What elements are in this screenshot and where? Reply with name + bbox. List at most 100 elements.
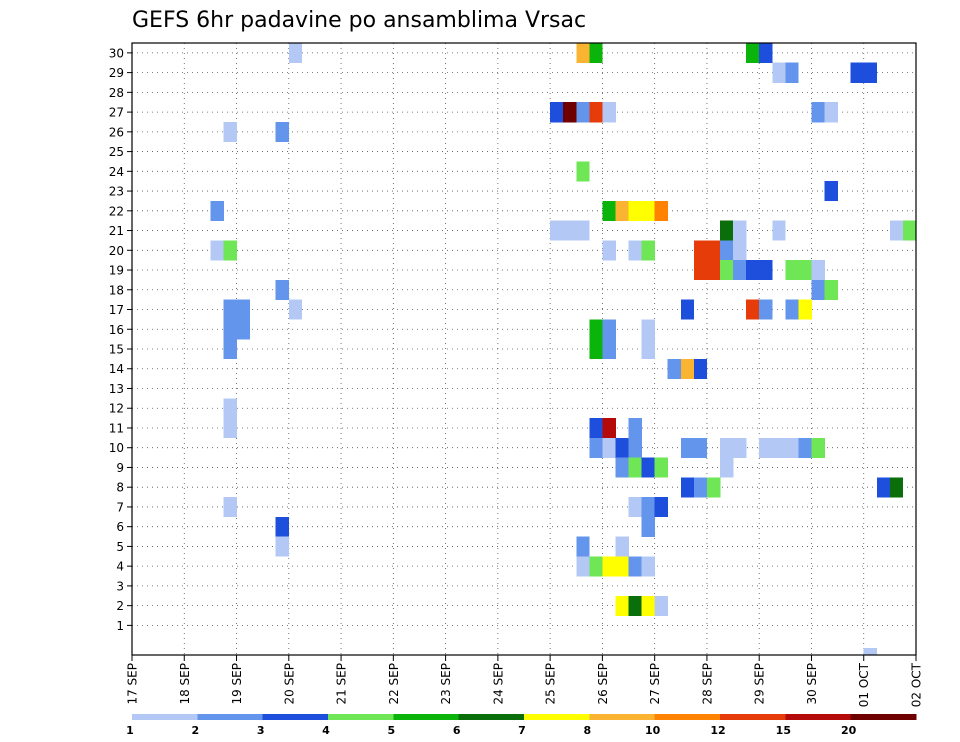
y-tick-label: 4 (116, 560, 124, 574)
precip-cell (759, 437, 773, 458)
colorbar-segment (524, 714, 590, 720)
precip-cell (654, 200, 669, 221)
precip-cell (706, 240, 721, 261)
precip-cell (589, 418, 603, 439)
precip-cell (628, 497, 642, 518)
precip-cell (798, 260, 812, 281)
y-tick-label: 29 (109, 66, 124, 80)
precip-cell (288, 299, 303, 320)
y-tick-label: 28 (109, 86, 124, 100)
y-tick-label: 23 (109, 185, 124, 199)
precip-cell (693, 240, 708, 261)
precip-cell (223, 240, 237, 261)
precip-cell (589, 437, 603, 458)
precip-cell (223, 497, 237, 518)
colorbar-label: 7 (518, 724, 526, 737)
precip-cell (602, 319, 616, 340)
y-tick-label: 18 (109, 283, 124, 297)
colorbar-segment (262, 714, 329, 720)
y-tick-label: 9 (116, 461, 124, 475)
precip-cell (811, 260, 825, 281)
y-axis: 1234567891011121314151617181920212223242… (109, 46, 132, 633)
colorbar-segment (328, 714, 394, 720)
x-tick-label: 22 SEP (387, 663, 401, 705)
precip-cell (576, 536, 590, 557)
colorbar-segment (785, 714, 851, 720)
precip-cell (824, 279, 838, 300)
colorbar-segment (393, 714, 459, 720)
precip-cell (641, 339, 655, 360)
precip-cell (654, 497, 669, 518)
precip-cell (223, 319, 237, 340)
data-cells (210, 43, 917, 656)
precip-cell (550, 220, 564, 241)
precip-cell (589, 339, 603, 360)
x-tick-label: 30 SEP (805, 663, 819, 705)
x-tick-label: 28 SEP (700, 663, 714, 705)
y-tick-label: 17 (109, 303, 124, 317)
precip-cell (785, 299, 799, 320)
precip-cell (693, 437, 708, 458)
precip-cell (733, 437, 747, 458)
colorbar-segment (720, 714, 786, 720)
precip-cell (680, 477, 695, 498)
precip-cell (641, 240, 655, 261)
colorbar-label: 10 (645, 724, 661, 737)
precip-cell (641, 497, 655, 518)
precip-cell (850, 62, 865, 83)
precip-cell (275, 536, 290, 557)
precip-cell (641, 516, 655, 537)
colorbar-label: 6 (453, 724, 461, 737)
precip-cell (680, 358, 695, 379)
precip-cell (654, 595, 669, 616)
x-tick-label: 25 SEP (544, 663, 558, 705)
y-tick-label: 14 (109, 362, 124, 376)
colorbar-label: 15 (776, 724, 791, 737)
precip-cell (602, 102, 616, 123)
y-tick-label: 26 (109, 125, 124, 139)
y-tick-label: 27 (109, 106, 124, 120)
precip-cell (720, 260, 734, 281)
colorbar-label: 3 (257, 724, 265, 737)
precip-cell (628, 457, 642, 478)
precip-cell (550, 102, 564, 123)
precip-cell (223, 121, 237, 143)
x-tick-label: 18 SEP (178, 663, 192, 705)
precip-cell (563, 220, 577, 241)
y-tick-label: 10 (109, 441, 124, 455)
precip-cell (785, 437, 799, 458)
precip-cell (720, 220, 734, 241)
y-tick-label: 2 (116, 599, 124, 613)
precip-cell (811, 437, 825, 458)
precip-cell (628, 418, 642, 439)
precip-cell (876, 477, 891, 498)
y-tick-label: 3 (116, 579, 124, 593)
precip-cell (615, 200, 629, 221)
precip-cell (680, 437, 695, 458)
precip-cell (641, 319, 655, 340)
precip-cell (733, 240, 747, 261)
y-tick-label: 20 (109, 244, 124, 258)
precip-cell (236, 319, 250, 340)
y-tick-label: 15 (109, 343, 124, 357)
y-tick-label: 22 (109, 204, 124, 218)
colorbar: 1 2 3 4 5 6 7 8 10 12 15 20 (126, 714, 917, 737)
precip-cell (680, 299, 695, 320)
y-tick-label: 1 (116, 619, 124, 633)
precip-cell (628, 437, 642, 458)
precip-cell (223, 299, 237, 320)
colorbar-label: 20 (841, 724, 857, 737)
y-tick-label: 12 (109, 402, 124, 416)
colorbar-segment (132, 714, 198, 720)
colorbar-label: 12 (710, 724, 725, 737)
precip-cell (811, 102, 825, 123)
precip-cell (223, 398, 237, 419)
precip-cell (824, 102, 838, 123)
precip-cell (602, 339, 616, 360)
precip-cell (798, 437, 812, 458)
precip-cell (733, 260, 747, 281)
precip-cell (641, 595, 655, 616)
precip-cell (628, 240, 642, 261)
colorbar-label: 4 (322, 724, 330, 737)
precip-cell (863, 62, 878, 83)
